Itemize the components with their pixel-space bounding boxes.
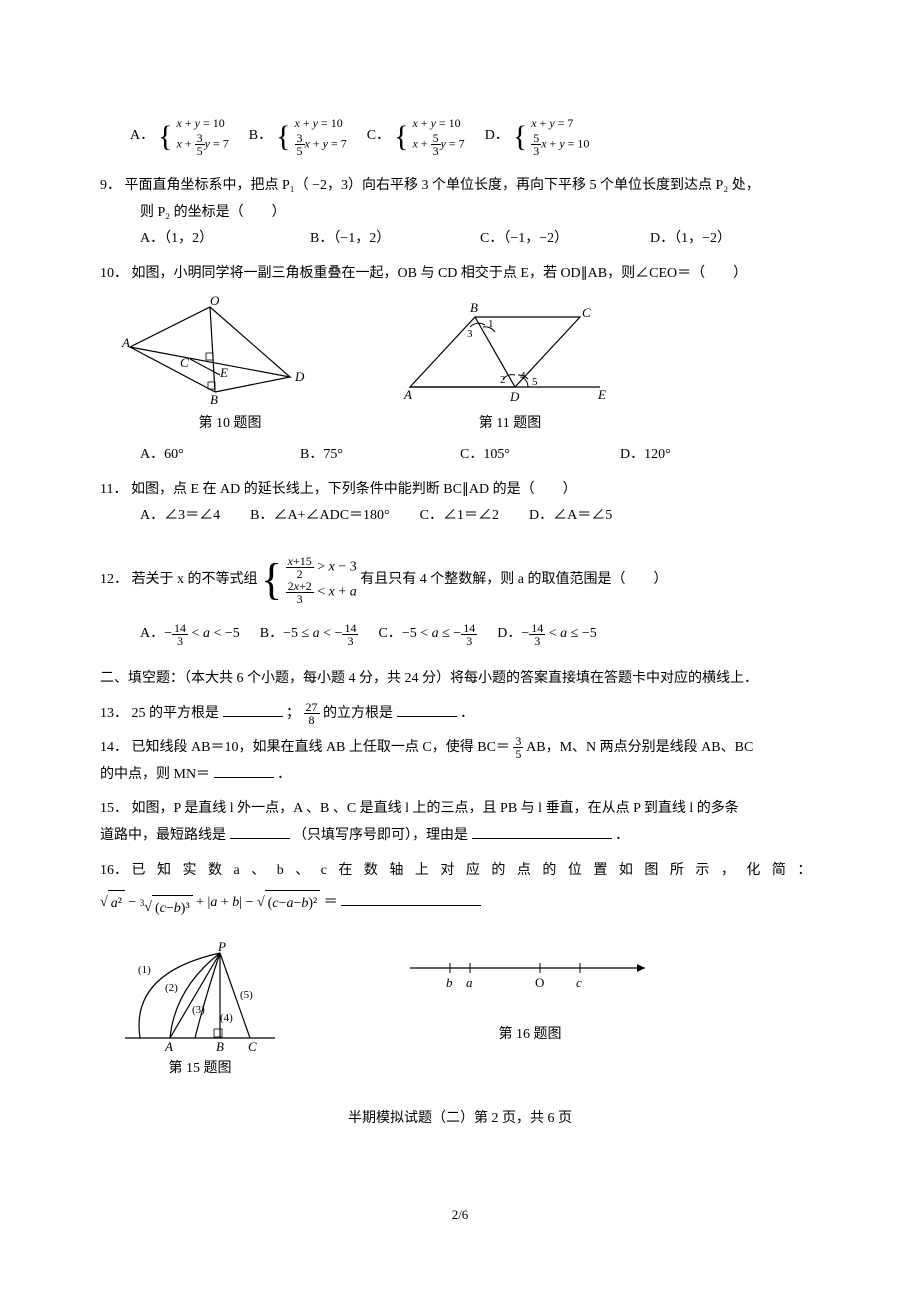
q12-opt-d: D．−143 < a ≤ −5 [497,621,597,648]
q12: 12． 若关于 x 的不等式组 { x+152 > x − 3 2x+23 < … [100,538,820,648]
svg-text:A: A [164,1039,173,1054]
q-text: 平面直角坐标系中，把点 P₁（ −2，3）向右平移 3 个单位长度，再向下平移 … [125,178,760,193]
opt-label: B． [249,123,272,150]
svg-text:(5): (5) [240,989,253,1001]
q14: 14． 已知线段 AB＝10，如果在直线 AB 上任取一点 C，使得 BC＝ 3… [100,735,820,788]
svg-text:(1): (1) [138,964,151,976]
q-text: 如图，小明同学将一副三角板重叠在一起，OB 与 CD 相交于点 E，若 OD∥A… [132,266,748,281]
blank [230,824,290,839]
q8-opt-c: C． { x + y = 10 x + 53y = 7 [367,108,465,165]
q10-opt-b: B．75° [300,442,430,469]
blank [214,763,274,778]
svg-text:B: B [210,392,218,407]
svg-text:a: a [466,975,473,990]
svg-text:1: 1 [488,318,494,330]
svg-text:B: B [216,1039,224,1054]
q-num: 16． [100,863,128,878]
q11: 11． 如图，点 E 在 AD 的延长线上，下列条件中能判断 BC∥AD 的是（… [100,477,820,530]
q-num: 9． [100,178,121,193]
svg-text:E: E [219,365,228,380]
svg-text:A: A [121,335,130,350]
q10-svg: A O D C E B [120,297,340,407]
svg-text:O: O [210,293,220,308]
q15: 15． 如图，P 是直线 l 外一点，A 、B 、C 是直线 l 上的三点，且 … [100,796,820,849]
q9-opt-b: B．（−1，2） [310,226,450,253]
blank [223,702,283,717]
q-text-cont: 则 P₂ 的坐标是（ ） [140,200,820,227]
q12-opt-b: B．−5 ≤ a < −143 [260,621,359,648]
exam-page: A． { x + y = 10 x + 35y = 7 B． { x + y =… [0,0,920,1263]
q16: 16． 已 知 实 数 a 、 b 、 c 在 数 轴 上 对 应 的 点 的 … [100,858,820,923]
svg-text:B: B [470,300,478,315]
q11-opt-a: A．∠3＝∠4 [140,503,220,530]
svg-text:2: 2 [500,374,506,386]
q-num: 15． [100,801,128,816]
q12-opt-a: A．−143 < a < −5 [140,621,240,648]
q10-figure: A O D C E B 第 10 题图 [120,297,340,438]
svg-text:4: 4 [520,370,526,382]
q9-opt-c: C．（−1，−2） [480,226,620,253]
fig-caption: 第 16 题图 [499,1023,562,1043]
q16-figure: b a O c 第 16 题图 [400,943,660,1077]
q11-figure: A B C D E 1 3 2 4 5 第 11 题图 [400,297,620,438]
svg-text:O: O [535,975,544,990]
q10-opt-a: A．60° [140,442,270,469]
opt-label: D． [485,123,509,150]
q-text-cont: 有且只有 4 个整数解，则 a 的取值范围是（ ） [360,572,667,587]
svg-text:E: E [597,387,606,402]
fig-caption: 第 10 题图 [199,411,262,438]
q9-opt-d: D．（1，−2） [650,226,731,253]
section2-header: 二、填空题：（本大共 6 个小题，每小题 4 分，共 24 分）将每小题的答案直… [100,666,820,693]
opt-label: A． [130,123,154,150]
q-num: 11． [100,482,127,497]
q8-opt-b: B． { x + y = 10 35x + y = 7 [249,108,347,165]
q15-figure: P A B C (1) (2) (3) (4) (5) 第 15 题图 [120,943,280,1077]
q8-opt-a: A． { x + y = 10 x + 35y = 7 [130,108,229,165]
svg-text:3: 3 [467,328,473,340]
svg-text:C: C [180,355,189,370]
svg-text:C: C [248,1039,257,1054]
q12-opt-c: C．−5 < a ≤ −143 [378,621,477,648]
svg-text:(2): (2) [165,982,178,994]
svg-text:b: b [446,975,453,990]
fig-caption: 第 15 题图 [169,1057,232,1077]
svg-text:A: A [403,387,412,402]
svg-text:C: C [582,305,591,320]
q-num: 12． [100,572,128,587]
svg-text:D: D [294,369,305,384]
opt-label: C． [367,123,390,150]
page-footer: 半期模拟试题（二）第 2 页，共 6 页 [100,1107,820,1127]
page-number: 2/6 [100,1207,820,1223]
q11-opt-b: B．∠A+∠ADC＝180° [250,503,390,530]
q11-opt-c: C．∠1＝∠2 [420,503,499,530]
q-num: 13． [100,706,128,721]
q10: 10． 如图，小明同学将一副三角板重叠在一起，OB 与 CD 相交于点 E，若 … [100,261,820,469]
svg-text:D: D [509,389,520,404]
blank [397,702,457,717]
q8-opt-d: D． { x + y = 7 53x + y = 10 [485,108,590,165]
svg-text:5: 5 [532,376,538,388]
q-num: 14． [100,740,128,755]
svg-text:(3): (3) [192,1004,205,1016]
q10-opt-d: D．120° [620,442,671,469]
q-text: 若关于 x 的不等式组 [132,572,258,587]
blank [341,891,481,906]
q9-opt-a: A．（1，2） [140,226,280,253]
svg-text:P: P [217,939,226,954]
q11-svg: A B C D E 1 3 2 4 5 [400,297,620,407]
q-text: 如图，点 E 在 AD 的延长线上，下列条件中能判断 BC∥AD 的是（ ） [131,482,577,497]
svg-text:c: c [576,975,582,990]
fig-caption: 第 11 题图 [479,411,541,438]
q-num: 10． [100,266,128,281]
blank [472,824,612,839]
q13: 13． 25 的平方根是 ； 278 的立方根是 ． [100,701,820,728]
q9: 9． 平面直角坐标系中，把点 P₁（ −2，3）向右平移 3 个单位长度，再向下… [100,173,820,253]
svg-text:(4): (4) [220,1012,233,1024]
q10-opt-c: C．105° [460,442,590,469]
q11-opt-d: D．∠A＝∠5 [529,503,612,530]
q8-options: A． { x + y = 10 x + 35y = 7 B． { x + y =… [100,108,820,165]
